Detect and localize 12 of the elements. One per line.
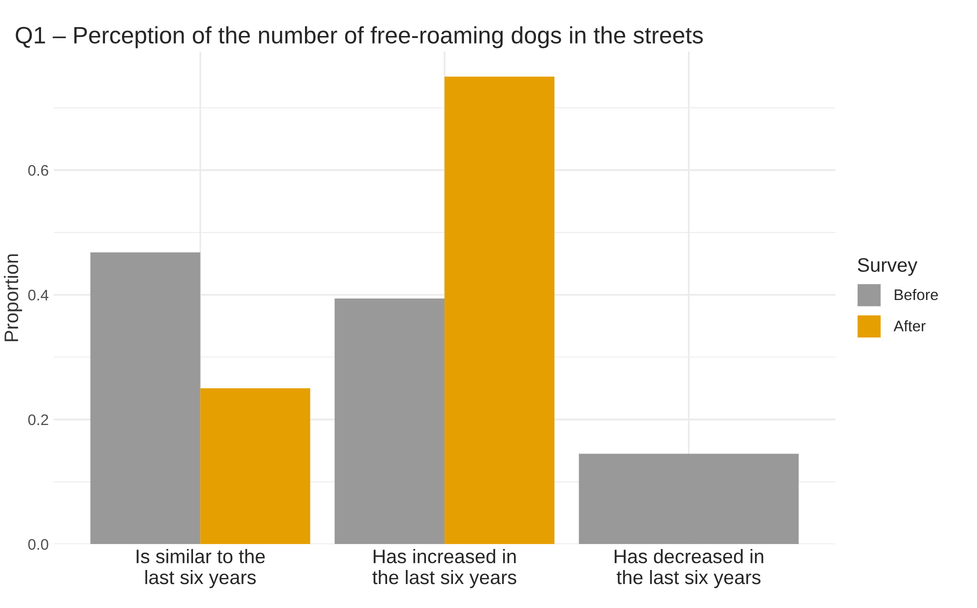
x-tick-label: Has decreased in the last six years bbox=[614, 549, 764, 588]
y-axis-title: Proportion bbox=[4, 254, 22, 342]
legend-title: Survey bbox=[858, 258, 918, 276]
y-tick-label: 0.4 bbox=[28, 290, 48, 300]
x-tick-label: Has increased in the last six years bbox=[372, 549, 516, 588]
legend-label: After bbox=[894, 320, 926, 332]
y-tick-label: 0.0 bbox=[28, 539, 48, 550]
legend-label: Before bbox=[894, 288, 938, 300]
y-tick-label: 0.6 bbox=[28, 164, 48, 176]
chart-title: Q1 – Perception of the number of free-roaming dogs in the streets bbox=[16, 26, 703, 48]
x-tick-label: Is similar to the last six years bbox=[136, 549, 265, 588]
y-tick-label: 0.2 bbox=[28, 414, 48, 426]
